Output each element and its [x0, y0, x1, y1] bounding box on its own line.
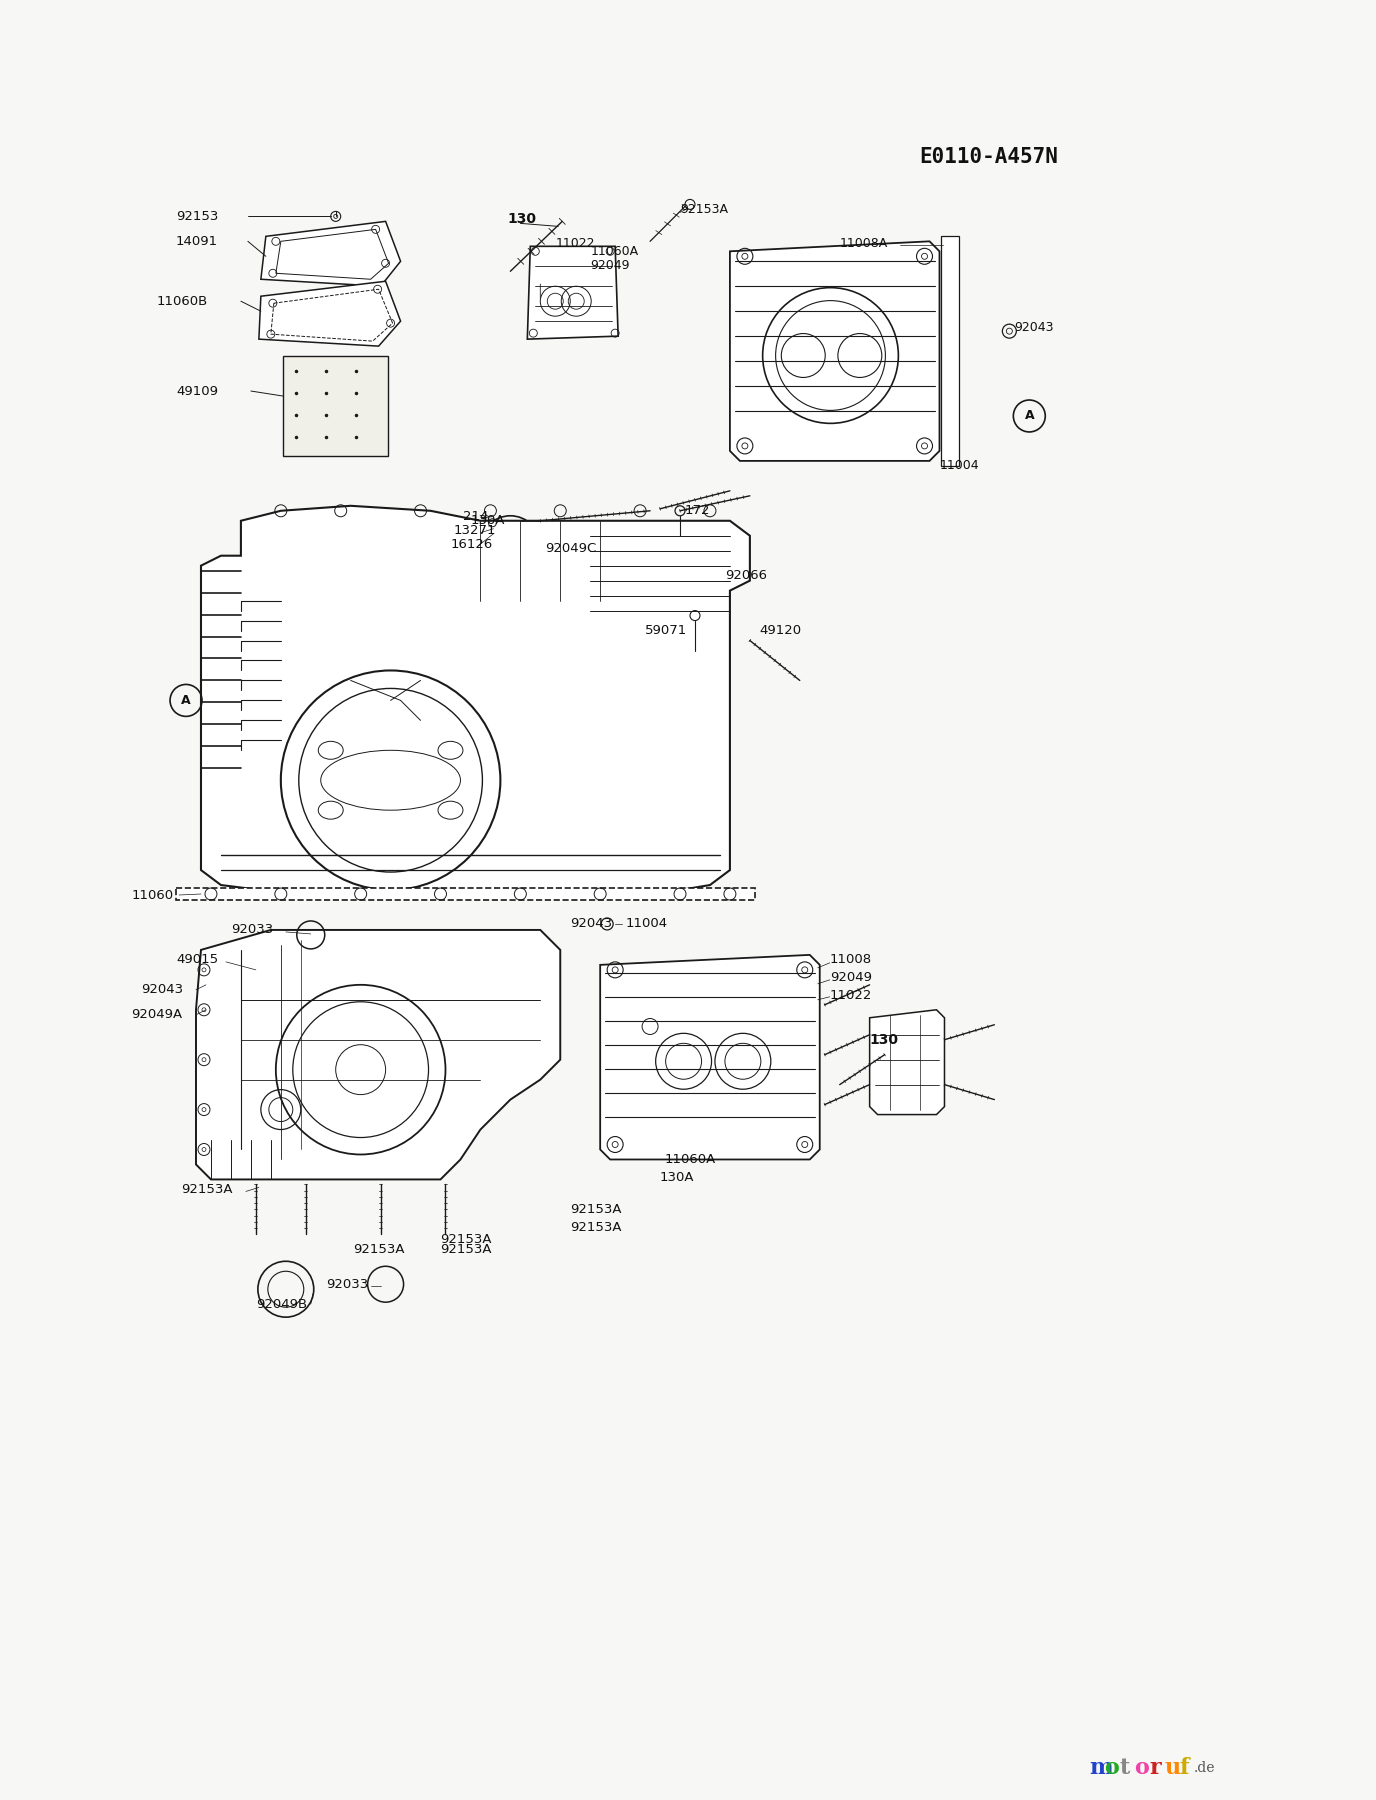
Text: 49120: 49120	[760, 625, 802, 637]
Text: t: t	[1119, 1757, 1130, 1778]
Text: 92153A: 92153A	[570, 1202, 622, 1215]
Polygon shape	[176, 887, 755, 900]
Text: f: f	[1179, 1757, 1189, 1778]
Text: 92153A: 92153A	[352, 1242, 405, 1256]
Polygon shape	[261, 221, 400, 286]
Text: 11004: 11004	[940, 459, 980, 472]
Polygon shape	[195, 931, 560, 1179]
Text: o: o	[1104, 1757, 1119, 1778]
Polygon shape	[527, 247, 618, 338]
Text: 92066: 92066	[725, 569, 766, 581]
Text: 130: 130	[870, 1033, 899, 1048]
Text: 92033: 92033	[231, 923, 274, 936]
Text: 92049: 92049	[590, 259, 630, 272]
Polygon shape	[870, 1010, 944, 1114]
Text: 11060B: 11060B	[155, 295, 208, 308]
Text: .de: .de	[1194, 1760, 1215, 1775]
Text: 92153A: 92153A	[440, 1233, 493, 1246]
Text: 92043: 92043	[570, 918, 612, 931]
Text: E0110-A457N: E0110-A457N	[919, 146, 1058, 167]
Text: 92043: 92043	[1014, 320, 1054, 333]
Text: 49109: 49109	[176, 385, 217, 398]
Text: 92049A: 92049A	[131, 1008, 182, 1021]
Text: 92153A: 92153A	[570, 1220, 622, 1233]
Text: 11060A: 11060A	[590, 245, 638, 257]
Polygon shape	[201, 506, 750, 889]
Text: A: A	[1025, 409, 1035, 423]
Text: 92049B: 92049B	[256, 1298, 307, 1310]
Text: 11022: 11022	[830, 990, 872, 1003]
Text: 92153A: 92153A	[440, 1242, 493, 1256]
Text: 11008A: 11008A	[839, 238, 888, 250]
Text: o: o	[1134, 1757, 1149, 1778]
Text: 11004: 11004	[625, 918, 667, 931]
Text: 214: 214	[464, 509, 488, 524]
Text: 13271: 13271	[454, 524, 495, 536]
Text: 92043: 92043	[142, 983, 183, 997]
Text: 172: 172	[685, 504, 710, 517]
Text: A: A	[182, 695, 191, 707]
Text: 92153A: 92153A	[182, 1183, 233, 1195]
Text: 49015: 49015	[176, 954, 219, 967]
Text: 92153: 92153	[176, 211, 219, 223]
Text: 59071: 59071	[645, 625, 688, 637]
Text: m: m	[1090, 1757, 1113, 1778]
Polygon shape	[600, 954, 820, 1159]
Text: 11060A: 11060A	[665, 1154, 717, 1166]
Bar	[941, 236, 959, 466]
Polygon shape	[259, 281, 400, 346]
Text: 130A: 130A	[660, 1172, 695, 1184]
Text: 11008: 11008	[830, 954, 872, 967]
Text: 11060: 11060	[131, 889, 173, 902]
Text: 14091: 14091	[176, 234, 219, 248]
Text: 92033: 92033	[326, 1278, 367, 1291]
Text: r: r	[1149, 1757, 1161, 1778]
Text: u: u	[1164, 1757, 1181, 1778]
Text: 16126: 16126	[450, 538, 493, 551]
Bar	[283, 356, 388, 455]
Text: 92153A: 92153A	[680, 203, 728, 216]
Text: 130A: 130A	[471, 515, 505, 527]
Text: 130: 130	[508, 212, 537, 227]
Polygon shape	[729, 241, 940, 461]
Text: 11022: 11022	[556, 238, 594, 250]
Text: 92049: 92049	[830, 972, 872, 985]
Text: 92049C: 92049C	[545, 542, 597, 554]
